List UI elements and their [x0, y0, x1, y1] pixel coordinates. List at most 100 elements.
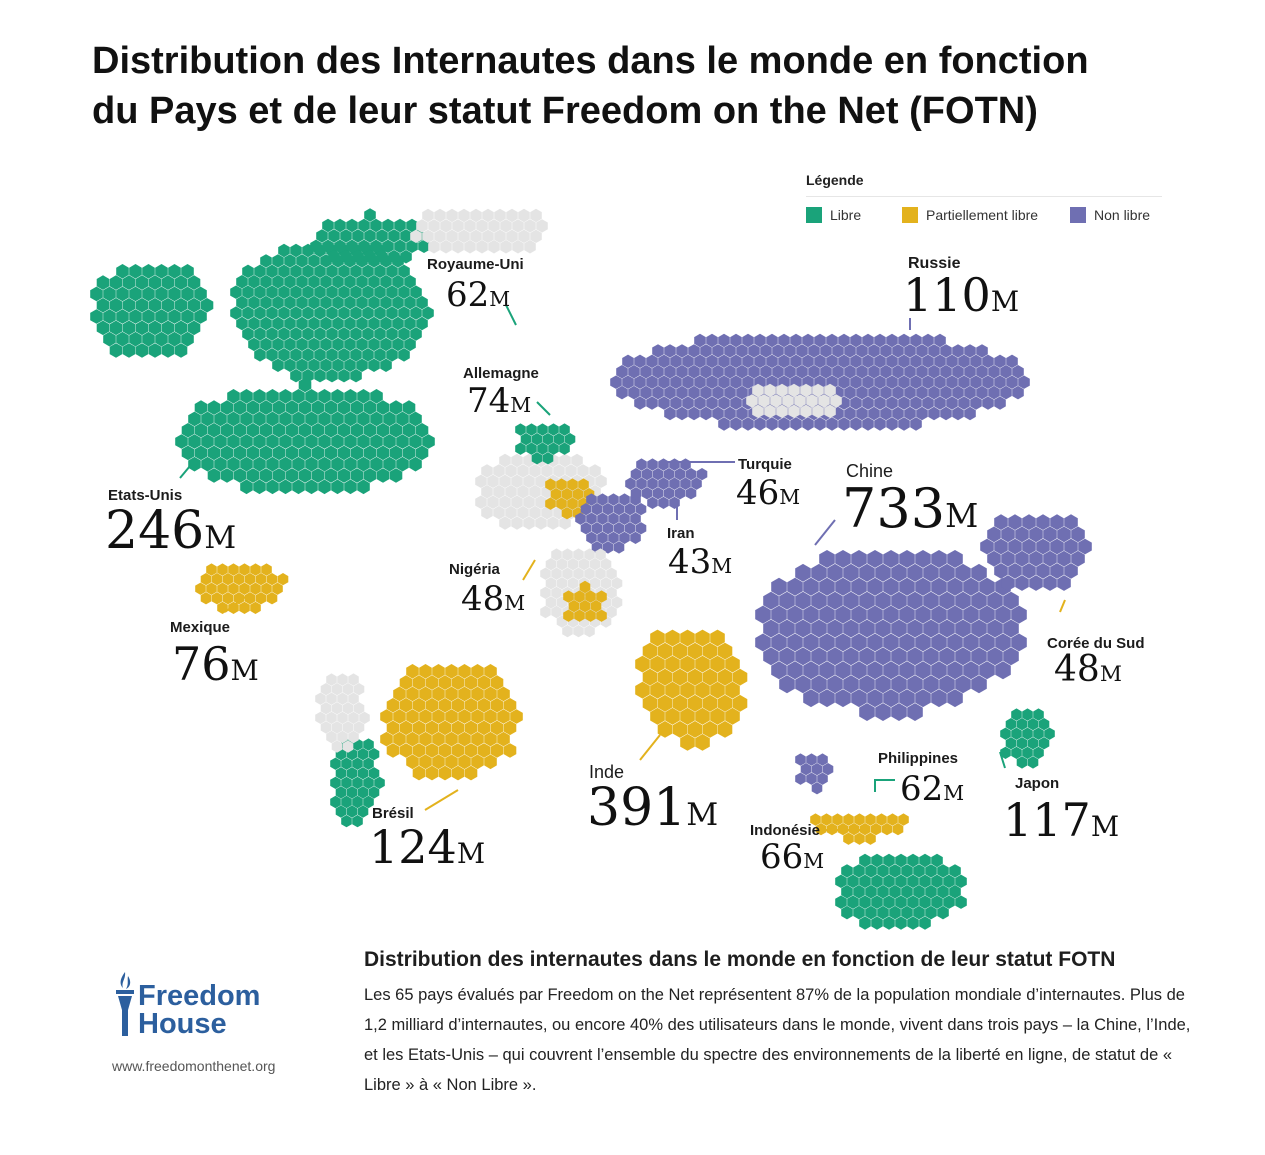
- hex-cell: [526, 423, 537, 436]
- hex-cell: [356, 358, 368, 372]
- hex-cell: [296, 254, 308, 268]
- hex-cell: [892, 344, 904, 358]
- hex-cell: [296, 275, 308, 289]
- hex-cell: [865, 813, 876, 826]
- hex-cell: [477, 698, 491, 713]
- hex-cell: [332, 275, 344, 289]
- hex-cell: [188, 411, 201, 427]
- hex-cell: [556, 558, 568, 571]
- hex-cell: [1011, 708, 1022, 721]
- hex-cell: [1006, 354, 1018, 368]
- hex-cell: [907, 563, 923, 582]
- hex-cell: [195, 582, 206, 595]
- hex-cell: [292, 411, 305, 427]
- hex-cell: [994, 354, 1006, 368]
- hex-cell: [541, 464, 553, 478]
- hex-cell: [958, 354, 970, 368]
- hex-cell: [370, 389, 383, 404]
- hex-cell: [471, 754, 484, 770]
- hex-cell: [296, 358, 308, 372]
- hex-cell: [1033, 708, 1044, 721]
- hex-cell: [357, 389, 370, 404]
- hex-cell: [352, 776, 363, 789]
- hex-cell: [553, 464, 565, 478]
- hex-cell: [277, 573, 289, 586]
- hex-cell: [346, 767, 358, 780]
- hex-cell: [432, 709, 445, 724]
- hex-cell: [843, 591, 859, 610]
- hex-cell: [982, 354, 994, 368]
- hex-cell: [353, 683, 365, 696]
- hex-cell: [524, 219, 536, 233]
- hex-cell: [531, 452, 543, 465]
- hex-cell: [788, 383, 800, 398]
- hex-cell: [939, 619, 955, 638]
- hex-cell: [356, 295, 368, 310]
- hex-cell: [240, 456, 253, 472]
- hex-cell: [925, 885, 937, 899]
- hex-cell: [344, 434, 357, 449]
- hex-cell: [363, 400, 377, 415]
- hex-cell: [398, 348, 410, 362]
- hex-cell: [810, 813, 821, 826]
- hex-cell: [910, 396, 922, 410]
- hex-cell: [464, 698, 478, 713]
- label-coree-du-sud: Corée du Sud: [1047, 635, 1145, 652]
- hex-cell: [350, 400, 364, 415]
- hex-cell: [383, 456, 396, 472]
- hex-cell: [676, 365, 688, 379]
- hex-cell: [308, 275, 320, 289]
- hex-cell: [499, 474, 511, 488]
- hex-cell: [451, 743, 465, 758]
- hex-cell: [540, 605, 551, 619]
- hex-cell: [851, 605, 867, 624]
- hex-cell: [795, 619, 811, 638]
- hex-cell: [322, 218, 334, 233]
- hex-cell: [814, 333, 826, 348]
- hex-cell: [432, 686, 445, 702]
- hex-cell: [148, 320, 162, 336]
- hex-cell: [346, 786, 358, 799]
- hex-cell: [755, 633, 771, 652]
- hex-cell: [358, 218, 370, 233]
- hex-cell: [388, 229, 400, 243]
- hex-cell: [844, 365, 856, 379]
- hex-cell: [928, 344, 940, 358]
- hex-cell: [129, 309, 142, 324]
- website-url: www.freedomonthenet.org: [112, 1058, 276, 1074]
- hex-cell: [851, 633, 867, 652]
- hex-cell: [233, 468, 247, 483]
- hex-cell: [955, 619, 971, 638]
- hex-cell: [470, 229, 482, 243]
- hex-cell: [523, 495, 535, 509]
- hex-cell: [931, 853, 943, 868]
- hex-cell: [330, 795, 341, 809]
- hex-cell: [380, 731, 393, 747]
- hex-cell: [308, 358, 320, 372]
- hex-cell: [859, 619, 875, 638]
- hex-cell: [464, 720, 478, 736]
- hex-cell: [664, 365, 676, 379]
- hex-cell: [266, 285, 278, 299]
- hex-cell: [518, 229, 530, 243]
- title-line-2: du Pays et de leur statut Freedom on the…: [92, 90, 1038, 132]
- hex-cell: [597, 512, 608, 525]
- hex-cell: [585, 609, 596, 622]
- hex-cell: [122, 298, 136, 313]
- hex-cell: [687, 694, 703, 712]
- hex-cell: [963, 633, 979, 652]
- hex-cell: [402, 400, 416, 415]
- hex-cell: [255, 573, 267, 586]
- hex-cell: [399, 698, 413, 713]
- hex-cell: [694, 375, 706, 389]
- hex-cell: [357, 456, 370, 472]
- hex-cell: [886, 417, 898, 431]
- hex-cell: [931, 633, 947, 652]
- hex-cell: [503, 743, 517, 758]
- hex-cell: [1015, 526, 1029, 543]
- hex-cell: [871, 853, 883, 868]
- title-line-1: Distribution des Internautes dans le mon…: [92, 40, 1089, 82]
- hex-cell: [545, 497, 556, 510]
- hex-cell: [337, 445, 351, 461]
- hex-cell: [916, 406, 928, 421]
